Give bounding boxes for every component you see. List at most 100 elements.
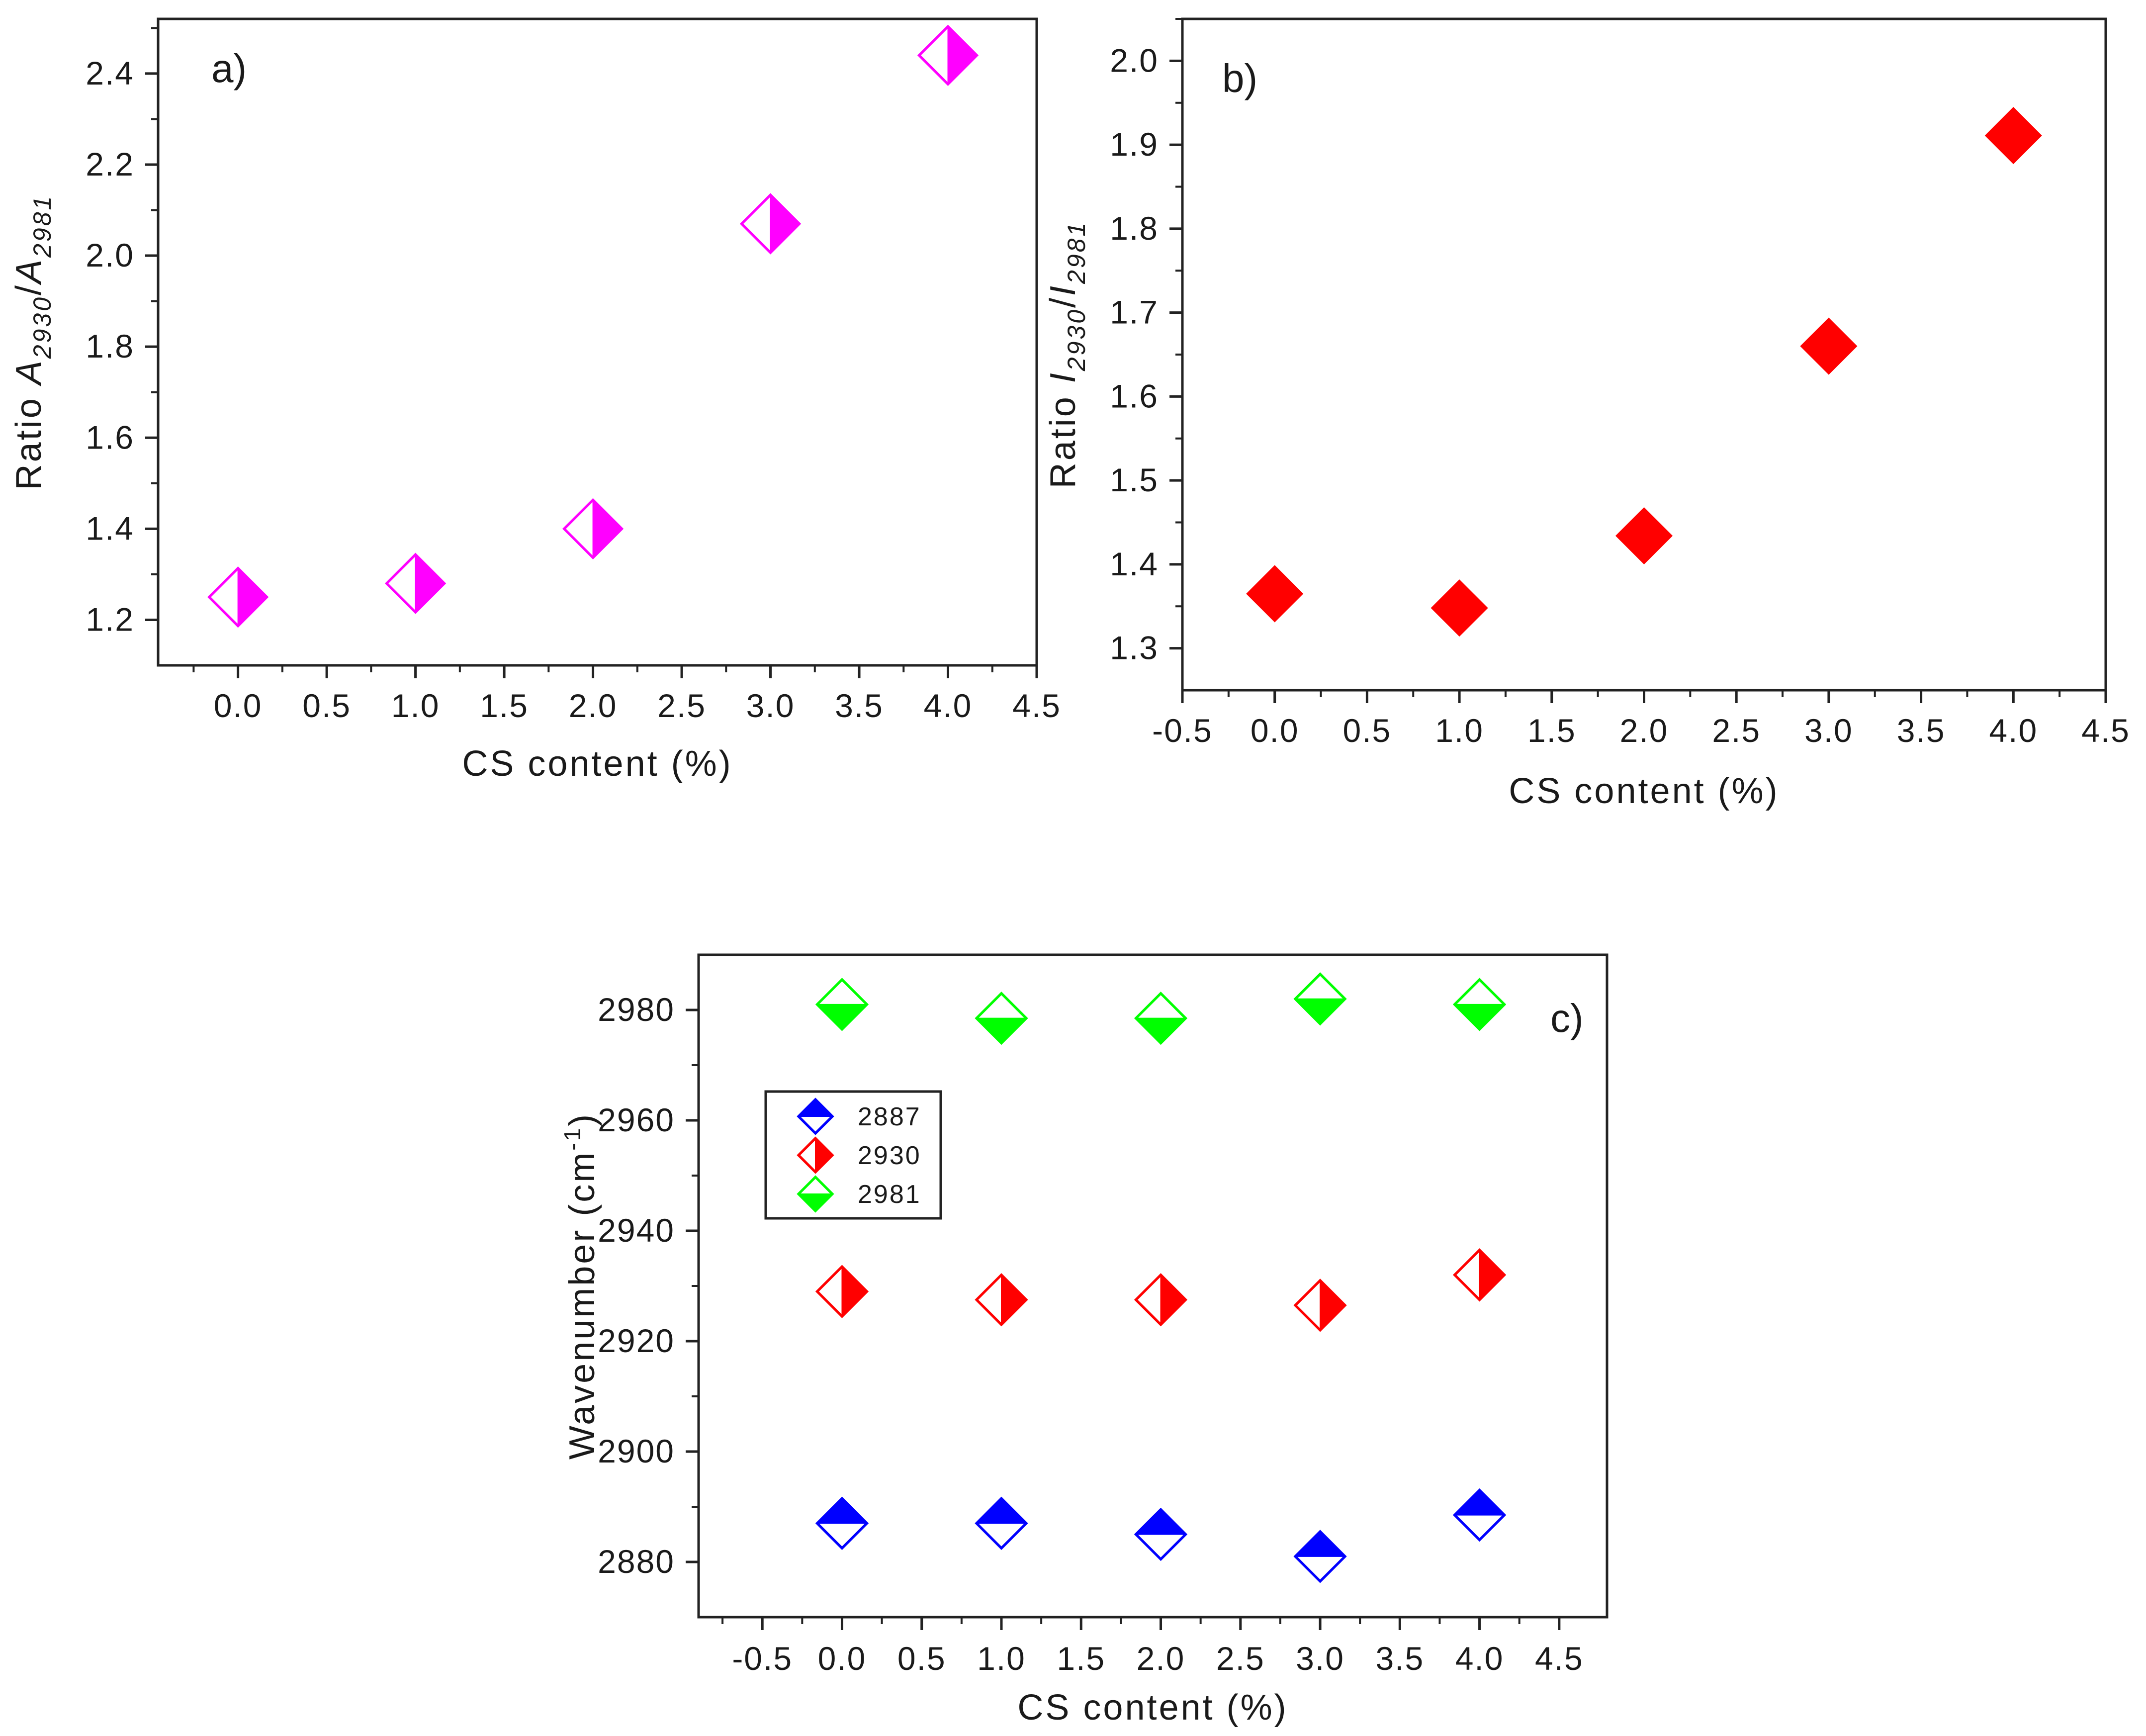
panel-c-series-2887 [815,1488,1507,1583]
panel-b-x-tick-label: 2.0 [1620,712,1669,749]
panel-c-series-1-point [1134,1273,1188,1327]
panel-b-x-tick-label: 4.0 [1989,712,2038,749]
panel-c-series-2-point-edge [815,978,869,1031]
panel-a: 0.0 0.5 1.0 1.5 2.0 2.5 3.0 3.5 4.0 4.5 1.2 1.4 1.6 1… [9,17,1061,784]
panel-b-y-title-prefix: Ratio [1043,383,1083,488]
panel-c-series-0-point [1293,1530,1347,1583]
panel-c-x-tick-label: 2.5 [1216,1640,1265,1677]
panel-c-legend-label: 2981 [858,1180,921,1209]
panel-c-series-0-point [815,1496,869,1550]
panel-c-x-tick-label: 1.5 [1057,1640,1105,1677]
panel-b-x-axis-title: CS content (%) [1509,771,1779,811]
panel-c-x-axis-title: CS content (%) [1017,1688,1288,1728]
panel-c-series-2930 [815,1248,1507,1332]
panel-c-legend-marker [797,1097,834,1135]
panel-c-y-title-sup: -1 [559,1126,585,1151]
panel-b-series-0-point-fill [1985,108,2041,163]
panel-b-y-tick-label: 1.3 [1110,630,1159,666]
panel-c-series-2-point [1134,992,1188,1045]
panel-a-series-0-point [917,24,979,86]
panel-a-y-tick-label: 2.4 [86,55,134,91]
panel-a-series-0-point [207,566,269,628]
panel-b-y-title-den-sub: 2981 [1063,221,1090,284]
panel-a-y-tick-label: 1.8 [86,328,134,365]
panel-b-y-tick-label: 1.8 [1110,210,1159,247]
panel-c-series-0-point-edge [1453,1488,1507,1542]
panel-c-series-1-point [975,1273,1028,1327]
panel-b-plot-frame [1181,17,2107,692]
panel-a-series-0-point-edge [207,566,269,628]
panel-c-legend-box [764,1090,942,1220]
panel-c-x-tick-label: 2.0 [1137,1640,1185,1677]
panel-a-y-tick-label: 2.2 [86,146,134,183]
panel-a-x-tick-label: 1.5 [480,687,529,724]
panel-b-series-0-point [1246,565,1304,623]
panel-c-x-tick-label: 4.5 [1535,1640,1584,1677]
panel-a-x-tick-label: 2.0 [569,687,618,724]
panel-b-series-0-point [1615,507,1673,565]
panel-b-y-axis-title: Ratio I2930/I2981 [1043,221,1090,489]
panel-c-legend-marker [797,1136,834,1174]
panel-a-series-A2930/A2981 [207,24,979,628]
panel-b-series-0-point-fill [1616,508,1672,563]
panel-c-series-2-point [815,978,869,1031]
panel-c-x-tick-label: 1.0 [977,1640,1026,1677]
panel-a-y-tick-label: 1.4 [86,510,134,547]
panel-c-series-1-point [1293,1279,1347,1332]
panel-c-series-0-point [975,1496,1028,1550]
panel-c-y-title-suffix: ) [562,1112,602,1126]
panel-c-legend: 2887 2930 2981 [764,1090,942,1220]
panel-c-label: c) [1550,996,1584,1040]
panel-a-y-tick-label: 1.2 [86,601,134,638]
panel-c-legend-marker [797,1175,834,1213]
panel-b-series-0-point-fill [1247,566,1303,622]
panel-a-y-title-prefix: Ratio [9,384,49,490]
panel-b-y-tick-label: 1.7 [1110,294,1159,331]
panel-c-series-2-point-edge [1293,972,1347,1026]
panel-c-y-tick-label: 2960 [598,1101,675,1138]
panel-b-y-title-num-sub: 2930 [1063,308,1090,371]
panel-b-series-0-point [1984,107,2042,165]
panel-a-x-tick-label: 4.5 [1012,687,1061,724]
panel-a-x-tick-label: 3.0 [746,687,795,724]
panel-c-series-0-point-edge [815,1496,869,1550]
panel-b-y-tick-label: 1.6 [1110,377,1159,414]
panel-a-series-0-point-edge [917,24,979,86]
panel-b-x-tick-label: -0.5 [1152,712,1213,749]
panel-c-series-0-point [1453,1488,1507,1542]
panel-c-series-2-point [1293,972,1347,1026]
panel-c-y-tick-label: 2940 [598,1212,675,1249]
panel-c-x-tick-label: 3.0 [1296,1640,1344,1677]
panel-c-series-2-point [975,992,1028,1045]
panel-c-y-axis-title: Wavenumber (cm-1) [559,1112,602,1460]
panel-a-x-tick-label: 0.0 [214,687,263,724]
panel-c-series-0-point-edge [975,1496,1028,1550]
panel-a-y-title-den-sub: 2981 [28,194,56,258]
panel-a-x-tick-label: 4.0 [924,687,973,724]
panel-a-label: a) [211,46,247,91]
panel-b-x-tick-label: 1.0 [1435,712,1484,749]
panel-c-y-tick-label: 2900 [598,1433,675,1469]
panel-a-plot-frame [157,17,1038,667]
panel-b-x-tick-label: 3.0 [1804,712,1853,749]
panel-c-legend-label: 2930 [858,1141,921,1170]
panel-a-x-axis-title: CS content (%) [462,744,732,784]
panel-b-x-tick-label: 0.5 [1343,712,1392,749]
panel-c-y-tick-label: 2880 [598,1543,675,1580]
panel-c-x-tick-label: 0.5 [897,1640,946,1677]
panel-b-y-tick-label: 1.5 [1110,461,1159,498]
panel-c-legend-marker-edge [797,1136,834,1174]
panel-b-x-tick-label: 3.5 [1897,712,1946,749]
panel-b-y-tick-label: 1.4 [1110,546,1159,582]
panel-b-x-tick-label: 2.5 [1712,712,1761,749]
panel-b-series-0-point [1800,317,1858,375]
panel-a-series-0-point [385,552,447,614]
panel-a-y-axis-title: Ratio A2930/A2981 [9,194,56,490]
panel-a-series-0-point [562,498,624,559]
panel-b-y-title-num: I [1043,371,1083,383]
panel-b-series-0-point-fill [1801,318,1857,374]
panel-c-series-1-point-edge [1453,1248,1507,1302]
panel-c-series-1-point [1453,1248,1507,1302]
panel-a-x-tick-label: 0.5 [302,687,351,724]
panel-b-label: b) [1222,56,1257,100]
